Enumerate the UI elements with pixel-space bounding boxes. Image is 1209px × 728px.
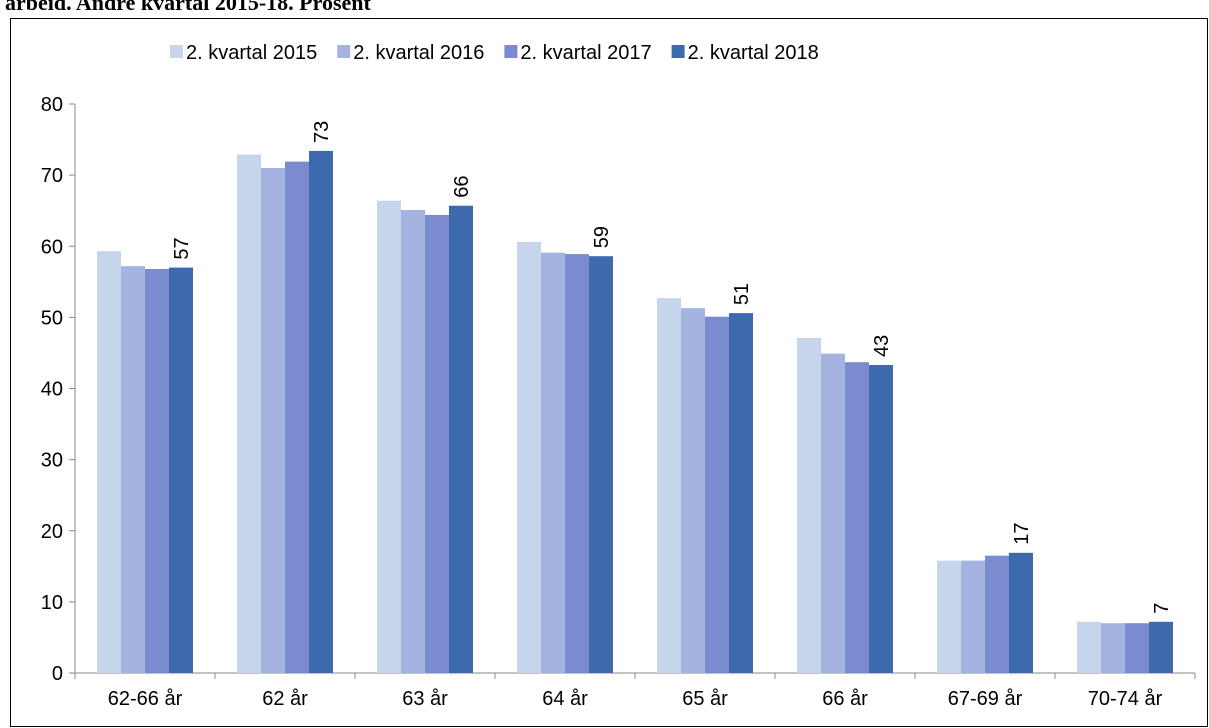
bar: [261, 168, 285, 673]
data-label: 59: [591, 226, 613, 248]
legend-label: 2. kvartal 2018: [688, 42, 819, 64]
bar: [1149, 621, 1173, 673]
data-label: 73: [311, 121, 333, 143]
x-tick-label: 70-74 år: [1088, 688, 1163, 710]
legend-swatch: [170, 45, 183, 58]
y-tick-label: 30: [41, 450, 63, 472]
bar: [937, 560, 961, 673]
bar: [97, 251, 121, 673]
legend-swatch: [671, 45, 685, 58]
bar: [309, 150, 333, 673]
legend-label: 2. kvartal 2015: [186, 42, 317, 64]
bar: [821, 353, 845, 673]
y-tick-label: 80: [41, 94, 63, 116]
data-label: 66: [451, 175, 473, 197]
x-tick-label: 65 år: [682, 688, 728, 710]
y-tick-label: 70: [41, 165, 63, 187]
bar: [681, 308, 705, 673]
bar: [869, 365, 893, 673]
bar: [961, 560, 985, 673]
bar: [145, 269, 169, 673]
x-tick-label: 66 år: [822, 688, 868, 710]
bar: [589, 256, 613, 673]
bar: [729, 313, 753, 673]
bar: [169, 267, 193, 673]
bar: [985, 555, 1009, 673]
bar: [1077, 621, 1101, 673]
y-tick-label: 20: [41, 521, 63, 543]
y-tick-label: 50: [41, 307, 63, 329]
bar: [845, 362, 869, 673]
data-label: 17: [1011, 523, 1033, 545]
bar: [401, 209, 425, 673]
bar: [565, 254, 589, 674]
bar: [1101, 623, 1125, 673]
data-label: 43: [871, 335, 893, 357]
y-tick-label: 0: [52, 663, 63, 685]
bar: [705, 316, 729, 673]
bar: [285, 161, 309, 673]
legend-swatch: [337, 45, 351, 58]
chart-title: arbeid. Andre kvartal 2015-18. Prosent: [5, 0, 372, 15]
data-label: 7: [1151, 603, 1173, 614]
bar: [377, 200, 401, 674]
legend-swatch: [504, 45, 518, 58]
bar: [657, 298, 681, 673]
x-tick-label: 62-66 år: [108, 688, 183, 710]
legend-label: 2. kvartal 2017: [520, 42, 651, 64]
bar: [237, 154, 261, 673]
legend-label: 2. kvartal 2016: [353, 42, 484, 64]
x-tick-label: 67-69 år: [948, 688, 1023, 710]
x-tick-label: 64 år: [542, 688, 588, 710]
bar: [797, 338, 821, 673]
data-label: 51: [731, 283, 753, 305]
y-tick-label: 60: [41, 236, 63, 258]
bar: [541, 252, 565, 673]
data-label: 57: [171, 237, 193, 259]
y-tick-label: 10: [41, 592, 63, 614]
bar: [1009, 552, 1033, 673]
bar: [121, 266, 145, 673]
x-tick-label: 62 år: [262, 688, 308, 710]
bar: [1125, 623, 1149, 673]
bar: [517, 241, 541, 674]
y-tick-label: 40: [41, 379, 63, 401]
x-tick-label: 63 år: [402, 688, 448, 710]
bar: [425, 214, 449, 673]
bar: [449, 205, 473, 674]
chart-frame: [10, 18, 1208, 727]
